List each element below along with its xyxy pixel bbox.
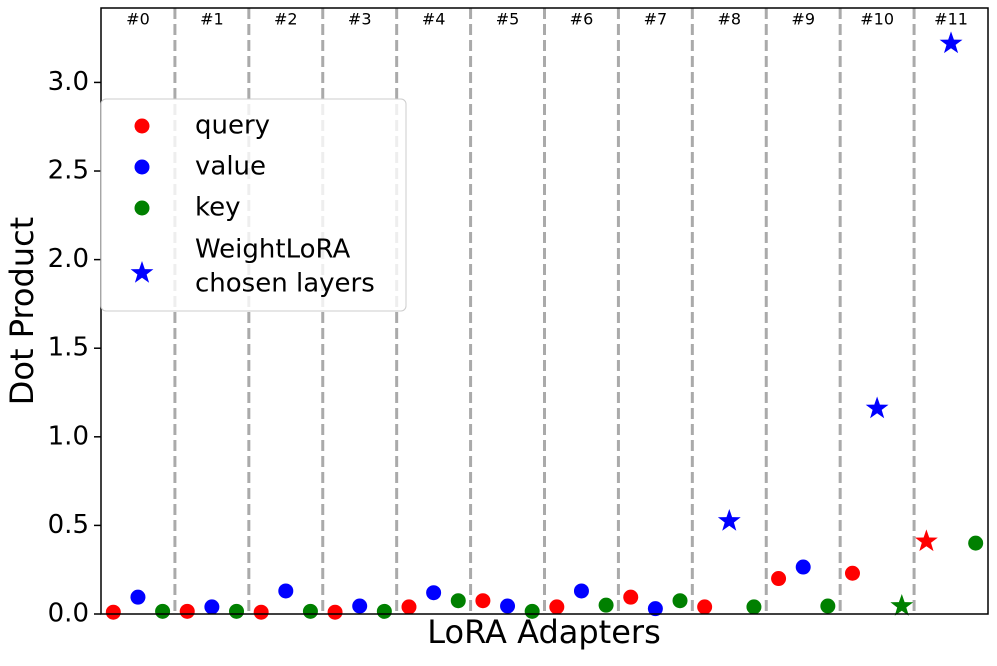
point	[253, 604, 269, 620]
point	[401, 599, 417, 615]
legend-marker	[134, 159, 150, 175]
chosen-point	[915, 529, 938, 552]
legend-marker	[134, 118, 150, 134]
layer-label: #10	[860, 10, 894, 29]
chosen-point	[717, 509, 741, 531]
layer-label: #3	[348, 10, 372, 29]
y-tick-label: 2.5	[48, 156, 89, 186]
x-axis-label: LoRA Adapters	[427, 613, 660, 651]
layer-label: #7	[644, 10, 668, 29]
point	[278, 583, 294, 599]
layer-label: #4	[422, 10, 446, 29]
point	[204, 599, 220, 615]
point	[524, 603, 540, 619]
point	[573, 583, 589, 599]
layer-label: #8	[717, 10, 741, 29]
layer-label: #1	[200, 10, 224, 29]
legend-marker	[130, 261, 154, 283]
point	[130, 589, 146, 605]
y-tick-label: 3.0	[48, 67, 89, 97]
point	[475, 593, 491, 609]
point	[647, 601, 663, 617]
y-tick-label: 1.0	[48, 421, 89, 451]
point	[968, 535, 984, 551]
plot-frame	[100, 7, 989, 615]
point	[155, 603, 171, 619]
layer-label: #11	[934, 10, 968, 29]
legend-box	[100, 98, 407, 312]
layer-label: #5	[496, 10, 520, 29]
point	[820, 598, 836, 614]
point	[598, 597, 614, 613]
point	[426, 585, 442, 601]
y-tick-label: 0.5	[48, 510, 89, 540]
point	[549, 599, 565, 615]
point	[450, 593, 466, 609]
point	[672, 593, 688, 609]
legend-label: value	[195, 152, 266, 182]
legend-label: chosen layers	[195, 269, 375, 299]
point	[771, 571, 787, 587]
legend-label: WeightLoRA	[195, 235, 351, 265]
layer-label: #9	[791, 10, 815, 29]
point	[746, 599, 762, 615]
chosen-point	[939, 31, 963, 54]
point	[623, 589, 639, 605]
point	[697, 599, 713, 615]
point	[500, 598, 516, 614]
legend-label: key	[195, 193, 241, 223]
point	[302, 603, 318, 619]
layer-label: #2	[274, 10, 298, 29]
layer-label: #0	[126, 10, 150, 29]
y-tick-label: 0.0	[48, 599, 89, 629]
point	[105, 604, 121, 620]
point	[795, 559, 811, 575]
point	[327, 604, 343, 620]
point	[229, 603, 245, 619]
legend-label: query	[195, 111, 270, 141]
chosen-point	[890, 594, 914, 616]
legend-marker	[134, 200, 150, 216]
legend: query value key WeightLoRA chosen layers	[100, 98, 407, 312]
y-axis-label: Dot Product	[3, 217, 41, 405]
point	[352, 598, 368, 614]
layer-label: #6	[570, 10, 594, 29]
y-tick-label: 1.5	[48, 333, 89, 363]
point	[179, 603, 195, 619]
chosen-point	[865, 396, 889, 419]
y-tick-label: 2.0	[48, 244, 89, 274]
point	[376, 603, 392, 619]
point	[844, 565, 860, 581]
